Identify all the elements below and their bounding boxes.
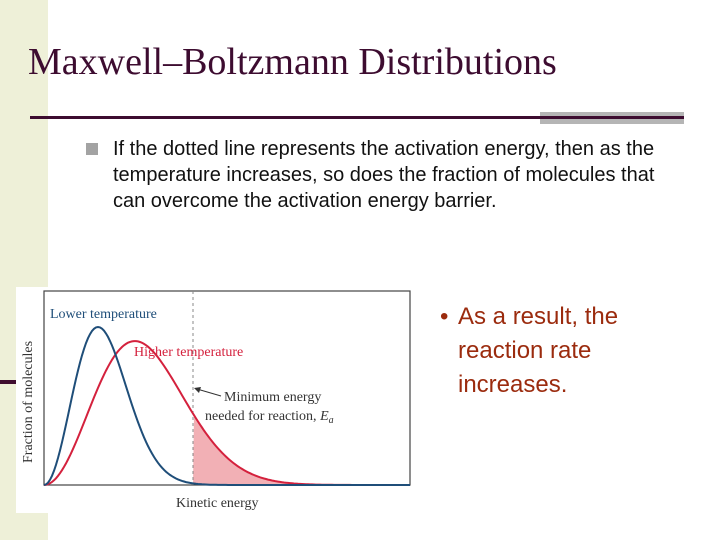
threshold-pointer-line: [196, 388, 222, 397]
threshold-symbol: E: [319, 409, 329, 424]
result-bullet-text: As a result, the reaction rate increases…: [458, 303, 619, 398]
higher-temperature-label: Higher temperature: [134, 345, 243, 360]
higher-temperature-tail-fill: [193, 415, 410, 485]
x-axis-label: Kinetic energy: [176, 496, 259, 511]
title-divider: [30, 116, 684, 119]
lower-temperature-label: Lower temperature: [50, 307, 157, 322]
main-bullet-text: If the dotted line represents the activa…: [113, 138, 655, 212]
title-divider-accent-line: [540, 116, 684, 119]
lower-temperature-curve: [43, 325, 410, 486]
round-bullet-icon: •: [440, 303, 449, 330]
arrow-head-icon: [194, 387, 201, 393]
threshold-label-line1: Minimum energy: [224, 390, 321, 405]
y-axis-label: Fraction of molecules: [21, 341, 36, 463]
threshold-label-line2: needed for reaction, Ea: [205, 409, 334, 426]
threshold-label-text: needed for reaction,: [205, 409, 320, 424]
square-bullet-icon: [86, 143, 98, 155]
threshold-subscript: a: [329, 415, 334, 426]
maxwell-boltzmann-figure: Lower temperature Higher temperature Min…: [16, 287, 414, 513]
slide-title: Maxwell–Boltzmann Distributions: [28, 41, 557, 83]
distribution-plot: Lower temperature Higher temperature Min…: [21, 290, 411, 511]
